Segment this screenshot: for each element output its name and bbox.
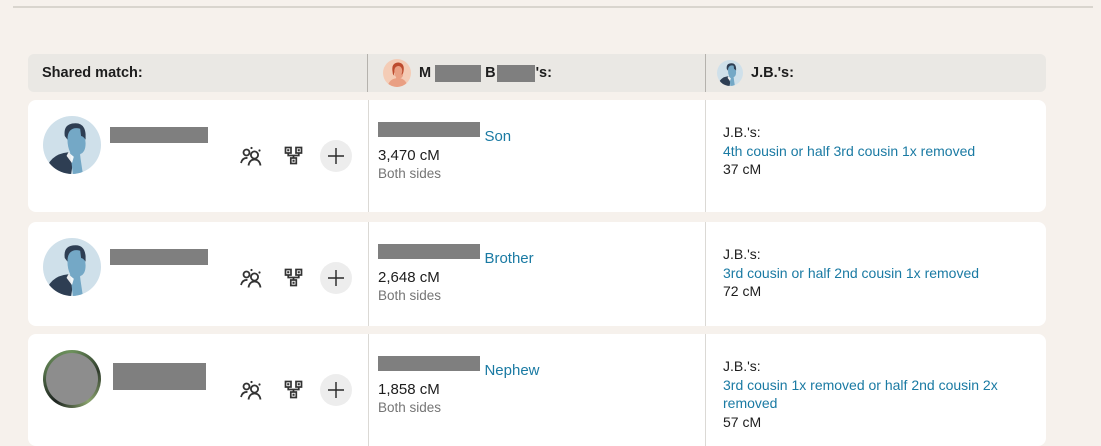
plus-icon bbox=[328, 270, 344, 286]
header-column-divider-2 bbox=[705, 54, 706, 92]
match-row: Brother 2,648 cM Both sides J.B.'s: 3rd … bbox=[28, 222, 1046, 326]
match-owner-relationship-cell: Son 3,470 cM Both sides bbox=[378, 122, 511, 182]
match-photo-avatar[interactable] bbox=[43, 350, 101, 408]
redacted-label bbox=[378, 244, 480, 259]
redacted-match-name bbox=[110, 249, 208, 265]
sides-label: Both sides bbox=[378, 400, 442, 415]
female-avatar bbox=[383, 59, 411, 87]
match-owner-header: M B 's: bbox=[383, 54, 552, 92]
view-tree-button[interactable] bbox=[283, 267, 304, 288]
jb-owner-label: J.B.'s: bbox=[723, 246, 761, 262]
sides-label: Both sides bbox=[378, 166, 442, 181]
match-owner-relationship-cell: Brother 2,648 cM Both sides bbox=[378, 244, 534, 304]
plus-icon bbox=[328, 148, 344, 164]
owner-first-initial: M bbox=[419, 65, 432, 81]
relationship-link[interactable]: Son bbox=[484, 128, 512, 145]
jb-header: J.B.'s: bbox=[717, 54, 794, 92]
column-divider bbox=[705, 100, 706, 212]
view-tree-button[interactable] bbox=[283, 145, 304, 166]
owner-suffix: 's: bbox=[535, 65, 552, 81]
redacted-match-name bbox=[110, 127, 208, 143]
relationship-link[interactable]: Nephew bbox=[484, 362, 540, 379]
jb-relationship-link[interactable]: 3rd cousin or half 2nd cousin 1x removed bbox=[723, 264, 980, 281]
shared-matches-button[interactable] bbox=[238, 144, 262, 168]
jb-relationship-cell: J.B.'s: 3rd cousin 1x removed or half 2n… bbox=[723, 357, 1018, 431]
match-row: Nephew 1,858 cM Both sides J.B.'s: 3rd c… bbox=[28, 334, 1046, 446]
add-to-group-button[interactable] bbox=[320, 262, 352, 294]
match-row: Son 3,470 cM Both sides J.B.'s: 4th cous… bbox=[28, 100, 1046, 212]
column-divider bbox=[368, 334, 369, 446]
male-avatar bbox=[717, 60, 743, 86]
add-to-group-button[interactable] bbox=[320, 374, 352, 406]
shared-cm-value: 3,470 cM bbox=[378, 147, 440, 164]
sides-label: Both sides bbox=[378, 288, 442, 303]
shared-cm-value: 1,858 cM bbox=[378, 381, 440, 398]
redacted-first-name bbox=[435, 64, 482, 82]
jb-shared-cm-value: 37 cM bbox=[723, 161, 762, 177]
add-to-group-button[interactable] bbox=[320, 140, 352, 172]
owner-last-initial: B bbox=[485, 65, 496, 81]
match-avatar[interactable] bbox=[43, 238, 101, 296]
redacted-last-name bbox=[496, 64, 535, 82]
column-divider bbox=[368, 100, 369, 212]
redacted-photo bbox=[46, 353, 98, 405]
shared-cm-value: 2,648 cM bbox=[378, 269, 440, 286]
redacted-label bbox=[378, 122, 480, 137]
jb-column-label: J.B.'s: bbox=[751, 65, 794, 81]
shared-matches-button[interactable] bbox=[238, 378, 262, 402]
jb-relationship-cell: J.B.'s: 3rd cousin or half 2nd cousin 1x… bbox=[723, 245, 1018, 301]
redacted-label bbox=[378, 356, 480, 371]
column-divider bbox=[705, 222, 706, 326]
redacted-match-name bbox=[113, 363, 206, 390]
jb-relationship-link[interactable]: 4th cousin or half 3rd cousin 1x removed bbox=[723, 142, 976, 159]
jb-relationship-link[interactable]: 3rd cousin 1x removed or half 2nd cousin… bbox=[723, 376, 998, 412]
match-owner-relationship-cell: Nephew 1,858 cM Both sides bbox=[378, 356, 540, 416]
jb-owner-label: J.B.'s: bbox=[723, 124, 761, 140]
relationship-link[interactable]: Brother bbox=[484, 250, 534, 267]
plus-icon bbox=[328, 382, 344, 398]
top-divider bbox=[13, 6, 1093, 8]
shared-match-column-label: Shared match: bbox=[42, 65, 143, 81]
match-avatar[interactable] bbox=[43, 116, 101, 174]
jb-relationship-cell: J.B.'s: 4th cousin or half 3rd cousin 1x… bbox=[723, 123, 1018, 179]
jb-shared-cm-value: 72 cM bbox=[723, 283, 762, 299]
jb-shared-cm-value: 57 cM bbox=[723, 413, 762, 430]
comparison-header: Shared match: M B 's: J.B.'s: bbox=[28, 54, 1046, 92]
jb-owner-label: J.B.'s: bbox=[723, 358, 761, 374]
header-column-divider bbox=[367, 54, 368, 92]
column-divider bbox=[705, 334, 706, 446]
shared-matches-button[interactable] bbox=[238, 266, 262, 290]
view-tree-button[interactable] bbox=[283, 379, 304, 400]
column-divider bbox=[368, 222, 369, 326]
